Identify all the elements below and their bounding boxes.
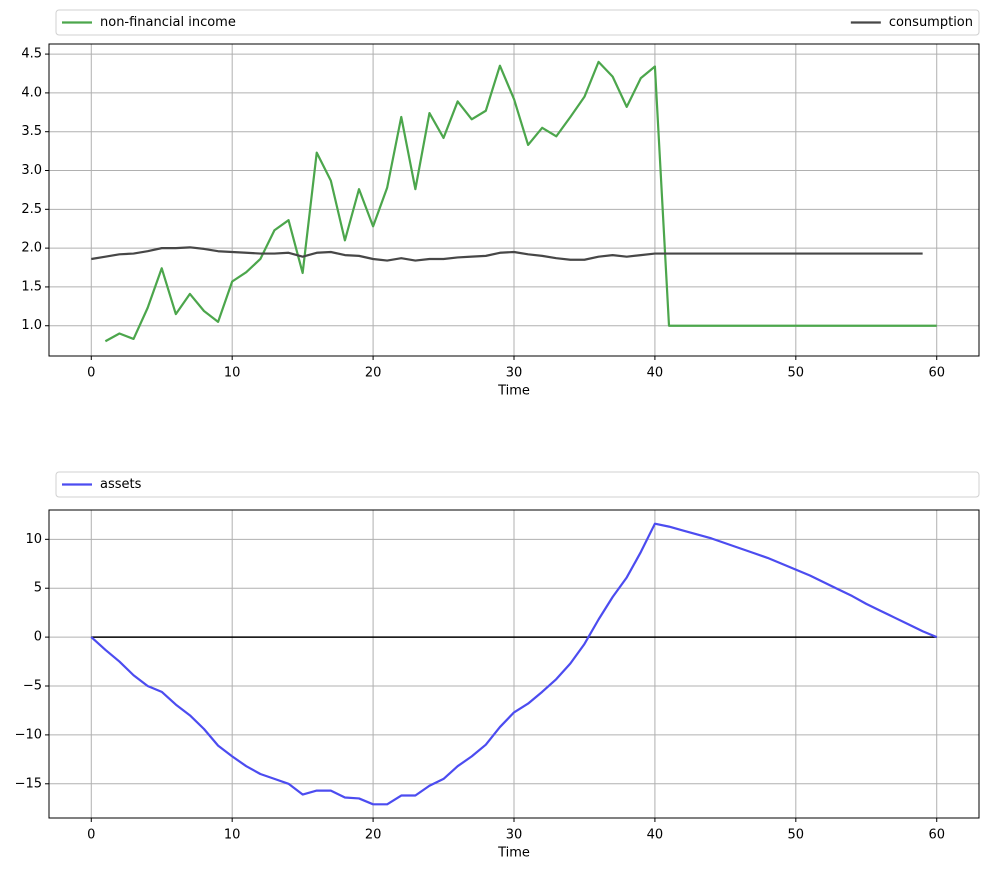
series-line	[91, 246, 923, 262]
y-tick-label: −10	[15, 727, 42, 742]
y-tick-label: 4.5	[21, 47, 42, 62]
y-tick-label: −15	[15, 776, 42, 791]
x-tick-label: 60	[928, 828, 945, 843]
y-tick-label: 1.0	[21, 318, 42, 333]
y-tick-label: 0	[34, 630, 42, 645]
y-tick-label: −5	[23, 679, 42, 694]
x-tick-label: 10	[224, 366, 241, 381]
legend-label: assets	[100, 477, 142, 492]
x-tick-label: 60	[928, 366, 945, 381]
y-tick-label: 1.5	[21, 279, 42, 294]
x-tick-label: 40	[647, 828, 664, 843]
x-axis-label: Time	[497, 384, 530, 399]
y-tick-label: 3.0	[21, 163, 42, 178]
x-tick-label: 40	[647, 366, 664, 381]
y-tick-label: 2.0	[21, 241, 42, 256]
legend: assets	[55, 471, 980, 498]
x-tick-label: 30	[506, 366, 523, 381]
x-tick-label: 50	[788, 366, 805, 381]
x-tick-label: 0	[87, 366, 95, 381]
y-tick-label: 10	[25, 532, 42, 547]
series-line	[90, 522, 938, 806]
axes-frame	[48, 509, 980, 819]
legend: non-financial income consumption	[55, 9, 980, 36]
series-line	[104, 60, 937, 343]
x-tick-label: 10	[224, 828, 241, 843]
x-tick-label: 20	[365, 828, 382, 843]
x-tick-label: 0	[87, 828, 95, 843]
x-tick-label: 30	[506, 828, 523, 843]
legend-label: consumption	[889, 15, 973, 30]
axes-frame	[48, 43, 980, 357]
x-axis-label: Time	[497, 846, 530, 861]
y-tick-label: 5	[34, 581, 42, 596]
y-tick-label: 3.5	[21, 124, 42, 139]
y-tick-label: 2.5	[21, 202, 42, 217]
legend-label: non-financial income	[100, 15, 236, 30]
y-tick-label: 4.0	[21, 85, 42, 100]
legend-frame	[55, 471, 980, 498]
x-tick-label: 20	[365, 366, 382, 381]
legend-frame	[55, 9, 980, 36]
x-tick-label: 50	[788, 828, 805, 843]
